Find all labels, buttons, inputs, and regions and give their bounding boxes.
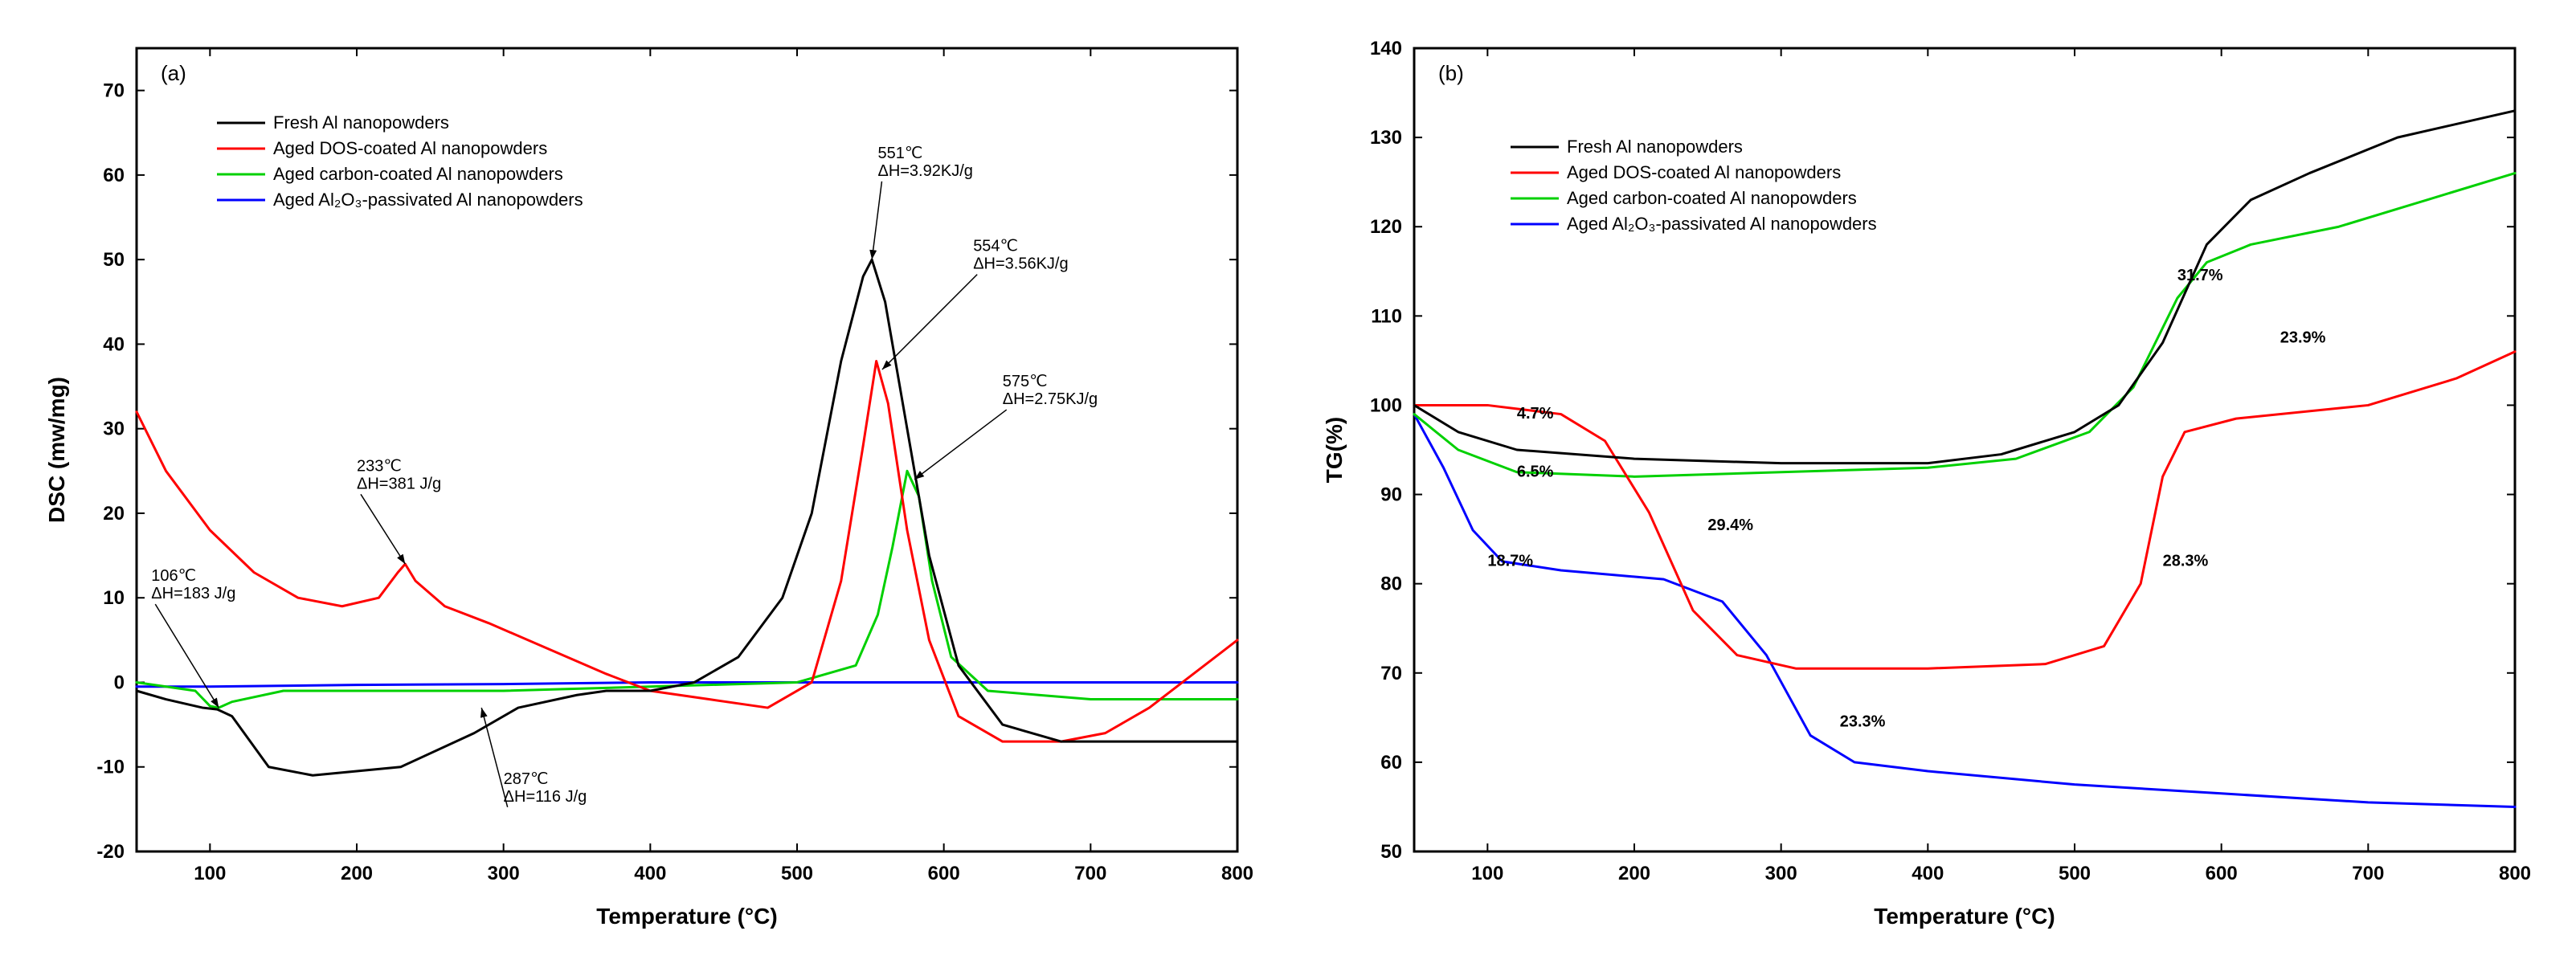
- svg-text:Temperature (°C): Temperature (°C): [1874, 904, 2055, 929]
- svg-text:18.7%: 18.7%: [1487, 552, 1533, 570]
- svg-text:200: 200: [341, 863, 373, 884]
- svg-text:28.3%: 28.3%: [2163, 552, 2209, 570]
- chart-a-svg: 100 200 300 400 500 600 700 800 -20 -10 0 10 20 30 40 5…: [16, 16, 1270, 964]
- svg-text:50: 50: [103, 249, 125, 271]
- svg-text:6.5%: 6.5%: [1517, 463, 1554, 480]
- svg-text:100: 100: [194, 863, 226, 884]
- svg-text:Fresh Al nanopowders: Fresh Al nanopowders: [1567, 137, 1743, 157]
- svg-text:554℃: 554℃: [973, 238, 1018, 255]
- svg-text:110: 110: [1371, 305, 1402, 327]
- svg-text:80: 80: [1380, 574, 1402, 595]
- svg-text:287℃: 287℃: [504, 770, 549, 788]
- svg-text:-10: -10: [96, 757, 125, 778]
- svg-text:ΔH=2.75KJ/g: ΔH=2.75KJ/g: [1003, 390, 1098, 408]
- svg-text:Aged carbon-coated Al nanopowd: Aged carbon-coated Al nanopowders: [273, 164, 563, 184]
- svg-text:4.7%: 4.7%: [1517, 405, 1554, 423]
- svg-text:120: 120: [1370, 216, 1402, 238]
- svg-text:ΔH=3.56KJ/g: ΔH=3.56KJ/g: [973, 255, 1068, 273]
- svg-text:29.4%: 29.4%: [1707, 517, 1753, 534]
- svg-text:(a): (a): [161, 61, 186, 85]
- svg-text:TG(%): TG(%): [1322, 417, 1347, 483]
- svg-text:20: 20: [103, 503, 125, 525]
- svg-text:70: 70: [1380, 663, 1402, 684]
- svg-text:23.3%: 23.3%: [1840, 713, 1886, 730]
- svg-text:ΔH=3.92KJ/g: ΔH=3.92KJ/g: [877, 162, 972, 180]
- panel-b: 100 200 300 400 500 600 700 800 50 60 70 80 90 100 110…: [1294, 16, 2547, 964]
- svg-text:Aged carbon-coated Al nanopowd: Aged carbon-coated Al nanopowders: [1567, 188, 1857, 208]
- svg-text:700: 700: [2352, 863, 2384, 884]
- svg-text:140: 140: [1370, 38, 1402, 59]
- svg-text:60: 60: [103, 165, 125, 186]
- svg-text:600: 600: [928, 863, 960, 884]
- svg-text:800: 800: [2499, 863, 2531, 884]
- svg-text:ΔH=116 J/g: ΔH=116 J/g: [504, 788, 587, 806]
- svg-text:90: 90: [1380, 484, 1402, 506]
- svg-text:60: 60: [1380, 752, 1402, 774]
- svg-text:23.9%: 23.9%: [2280, 329, 2326, 347]
- svg-text:Temperature (°C): Temperature (°C): [596, 904, 777, 929]
- svg-text:500: 500: [2059, 863, 2091, 884]
- svg-text:Aged DOS-coated Al nanopowders: Aged DOS-coated Al nanopowders: [273, 138, 547, 158]
- svg-text:300: 300: [488, 863, 520, 884]
- svg-text:ΔH=381 J/g: ΔH=381 J/g: [357, 475, 441, 492]
- svg-text:106℃: 106℃: [151, 567, 196, 585]
- svg-text:Aged DOS-coated Al nanopowders: Aged DOS-coated Al nanopowders: [1567, 162, 1841, 182]
- svg-text:Aged Al₂O₃-passivated Al nanop: Aged Al₂O₃-passivated Al nanopowders: [1567, 214, 1877, 234]
- panel-a: 100 200 300 400 500 600 700 800 -20 -10 0 10 20 30 40 5…: [16, 16, 1270, 964]
- svg-text:400: 400: [1912, 863, 1944, 884]
- svg-text:10: 10: [103, 587, 125, 609]
- svg-text:600: 600: [2206, 863, 2238, 884]
- chart-b-svg: 100 200 300 400 500 600 700 800 50 60 70 80 90 100 110…: [1294, 16, 2547, 964]
- svg-text:233℃: 233℃: [357, 457, 402, 475]
- svg-text:(b): (b): [1438, 61, 1464, 85]
- svg-text:31.7%: 31.7%: [2177, 267, 2223, 284]
- svg-text:DSC (mw/mg): DSC (mw/mg): [44, 377, 69, 523]
- svg-text:551℃: 551℃: [877, 145, 922, 162]
- svg-text:ΔH=183 J/g: ΔH=183 J/g: [151, 585, 235, 602]
- svg-text:40: 40: [103, 333, 125, 355]
- svg-text:500: 500: [781, 863, 813, 884]
- svg-text:200: 200: [1618, 863, 1650, 884]
- svg-text:30: 30: [103, 419, 125, 440]
- svg-text:800: 800: [1221, 863, 1253, 884]
- svg-text:300: 300: [1765, 863, 1797, 884]
- svg-text:575℃: 575℃: [1003, 373, 1048, 390]
- svg-text:400: 400: [634, 863, 666, 884]
- svg-text:-20: -20: [96, 841, 125, 863]
- svg-text:Fresh Al nanopowders: Fresh Al nanopowders: [273, 112, 449, 133]
- svg-text:130: 130: [1370, 127, 1402, 149]
- svg-text:Aged Al₂O₃-passivated Al nanop: Aged Al₂O₃-passivated Al nanopowders: [273, 190, 583, 210]
- svg-text:50: 50: [1380, 841, 1402, 863]
- svg-text:0: 0: [114, 672, 125, 693]
- svg-text:700: 700: [1074, 863, 1106, 884]
- figure-wrap: 100 200 300 400 500 600 700 800 -20 -10 0 10 20 30 40 5…: [0, 0, 2576, 980]
- svg-text:100: 100: [1370, 394, 1402, 416]
- svg-text:100: 100: [1471, 863, 1503, 884]
- svg-text:70: 70: [103, 80, 125, 102]
